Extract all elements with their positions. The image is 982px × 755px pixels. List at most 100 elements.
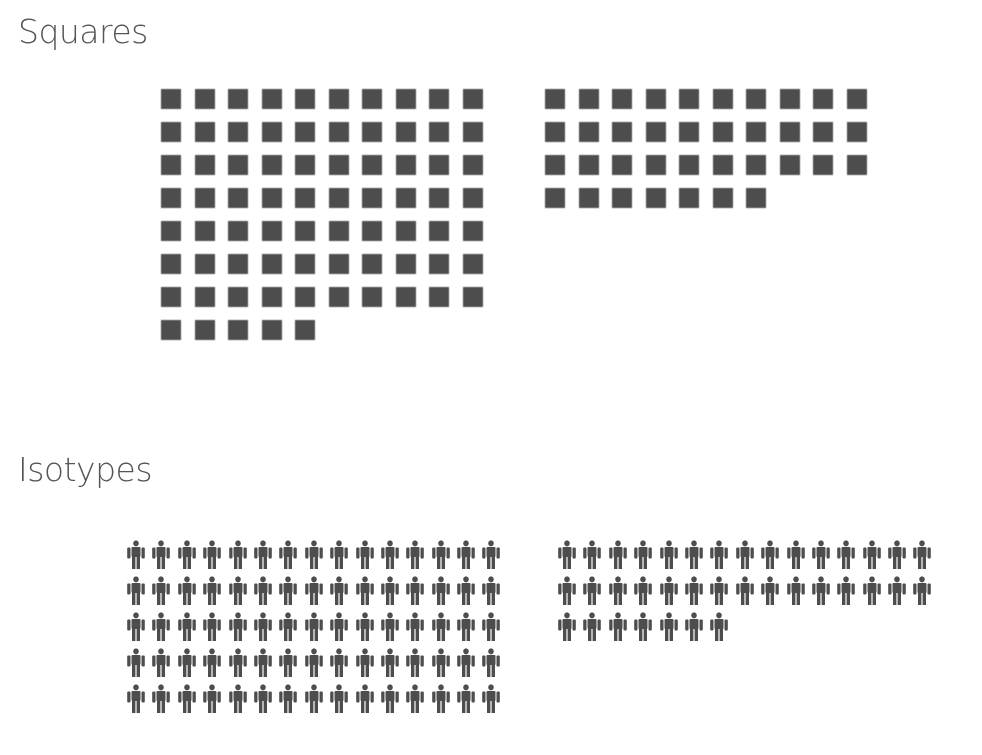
person-icon bbox=[149, 684, 173, 714]
square-mark bbox=[328, 221, 349, 241]
square-mark bbox=[194, 287, 215, 307]
square-mark bbox=[228, 155, 248, 175]
person-icon bbox=[784, 540, 808, 570]
square-mark bbox=[228, 320, 248, 340]
person-icon bbox=[682, 612, 706, 642]
person-icon bbox=[353, 684, 377, 714]
square-mark bbox=[813, 122, 833, 142]
square-mark bbox=[362, 188, 382, 208]
square-mark bbox=[429, 254, 449, 274]
square-mark bbox=[261, 188, 282, 208]
square-mark bbox=[779, 89, 800, 109]
square-mark bbox=[362, 221, 382, 241]
square-mark bbox=[161, 122, 181, 142]
person-icon bbox=[606, 540, 630, 570]
square-mark bbox=[228, 254, 248, 274]
square-mark bbox=[846, 122, 867, 142]
square-mark bbox=[813, 89, 833, 109]
square-mark bbox=[679, 188, 699, 208]
squares-section-title: Squares bbox=[18, 12, 148, 51]
person-icon bbox=[302, 576, 326, 606]
person-icon bbox=[124, 540, 148, 570]
person-icon bbox=[860, 540, 884, 570]
square-mark bbox=[362, 254, 382, 274]
square-mark bbox=[462, 254, 483, 274]
person-icon bbox=[226, 648, 250, 678]
person-icon bbox=[276, 684, 300, 714]
square-mark bbox=[846, 155, 867, 175]
square-mark bbox=[362, 122, 382, 142]
square-mark bbox=[612, 155, 632, 175]
person-icon bbox=[353, 576, 377, 606]
person-icon bbox=[302, 540, 326, 570]
square-mark bbox=[679, 122, 699, 142]
person-icon bbox=[631, 540, 655, 570]
square-mark bbox=[545, 188, 565, 208]
person-icon bbox=[403, 648, 427, 678]
person-icon bbox=[809, 576, 833, 606]
person-icon bbox=[403, 576, 427, 606]
square-mark bbox=[194, 254, 215, 274]
square-mark bbox=[161, 287, 181, 307]
person-icon bbox=[657, 612, 681, 642]
person-icon bbox=[707, 540, 731, 570]
square-mark bbox=[462, 287, 483, 307]
person-icon bbox=[251, 612, 275, 642]
square-mark bbox=[295, 188, 315, 208]
square-mark bbox=[679, 89, 699, 109]
square-mark bbox=[645, 122, 666, 142]
square-mark bbox=[194, 122, 215, 142]
square-mark bbox=[295, 155, 315, 175]
square-mark bbox=[328, 122, 349, 142]
square-mark bbox=[395, 221, 416, 241]
square-mark bbox=[746, 89, 766, 109]
person-icon bbox=[149, 648, 173, 678]
person-icon bbox=[200, 576, 224, 606]
square-mark bbox=[429, 155, 449, 175]
person-icon bbox=[479, 540, 503, 570]
person-icon bbox=[758, 540, 782, 570]
square-mark bbox=[161, 320, 181, 340]
square-mark bbox=[161, 221, 181, 241]
person-icon bbox=[302, 612, 326, 642]
square-mark bbox=[462, 122, 483, 142]
person-icon bbox=[555, 612, 579, 642]
person-icon bbox=[657, 576, 681, 606]
person-icon bbox=[885, 576, 909, 606]
person-icon bbox=[479, 684, 503, 714]
square-mark bbox=[295, 122, 315, 142]
square-mark bbox=[328, 89, 349, 109]
person-icon bbox=[226, 576, 250, 606]
person-icon bbox=[580, 540, 604, 570]
person-icon bbox=[378, 576, 402, 606]
square-mark bbox=[228, 188, 248, 208]
person-icon bbox=[454, 612, 478, 642]
square-mark bbox=[645, 89, 666, 109]
person-icon bbox=[555, 576, 579, 606]
square-mark bbox=[429, 287, 449, 307]
square-mark bbox=[645, 188, 666, 208]
square-mark bbox=[779, 155, 800, 175]
square-mark bbox=[429, 122, 449, 142]
square-mark bbox=[645, 155, 666, 175]
square-mark bbox=[612, 122, 632, 142]
square-mark bbox=[712, 188, 733, 208]
person-icon bbox=[606, 612, 630, 642]
person-icon bbox=[834, 540, 858, 570]
square-mark bbox=[362, 287, 382, 307]
square-mark bbox=[362, 89, 382, 109]
person-icon bbox=[251, 648, 275, 678]
square-mark bbox=[746, 155, 766, 175]
square-mark bbox=[261, 122, 282, 142]
square-mark bbox=[261, 221, 282, 241]
person-icon bbox=[454, 576, 478, 606]
person-icon bbox=[733, 540, 757, 570]
square-mark bbox=[194, 188, 215, 208]
person-icon bbox=[200, 540, 224, 570]
square-mark bbox=[261, 155, 282, 175]
square-mark bbox=[328, 155, 349, 175]
isotypes-group-2 bbox=[555, 540, 934, 642]
person-icon bbox=[149, 576, 173, 606]
square-mark bbox=[328, 254, 349, 274]
person-icon bbox=[353, 540, 377, 570]
